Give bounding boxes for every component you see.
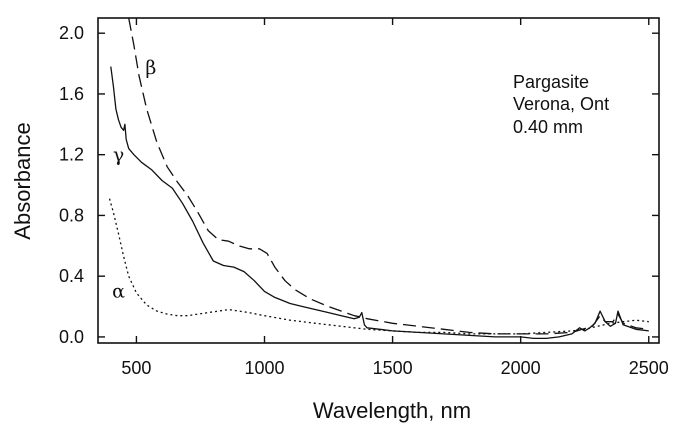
x-tick-label: 1500 [373,358,413,378]
x-tick-label: 1000 [244,358,284,378]
series-line-dashed [128,17,649,335]
y-tick-label: 0.4 [59,266,84,286]
y-axis-label: Absorbance [10,122,35,239]
labels-layer: β γ α [112,57,156,302]
x-tick-label: 2500 [629,358,669,378]
series-label-solid: γ [113,144,124,166]
y-tick-label: 0.8 [59,205,84,225]
x-tick-label: 2000 [501,358,541,378]
series-layer [108,17,649,340]
y-tick-label: 1.2 [59,145,84,165]
y-tick-label: 0.0 [59,327,84,347]
annotation-line-1: Pargasite [513,72,589,92]
annotation-line-3: 0.40 mm [513,117,583,137]
y-tick-label: 2.0 [59,23,84,43]
x-axis-label: Wavelength, nm [313,398,471,423]
annotation-block: Pargasite Verona, Ont 0.40 mm [513,72,609,137]
series-label-dashed: β [145,57,156,79]
series-line-dotted [108,198,649,335]
annotation-line-2: Verona, Ont [513,94,609,114]
x-tick-label: 500 [121,358,151,378]
plot-frame [97,17,660,344]
series-label-dotted: α [112,280,125,302]
axis-ticks: 500 1000 1500 2000 2500 0.0 0.4 0.8 1.2 1.6 2.0 [59,18,669,378]
y-tick-label: 1.6 [59,84,84,104]
